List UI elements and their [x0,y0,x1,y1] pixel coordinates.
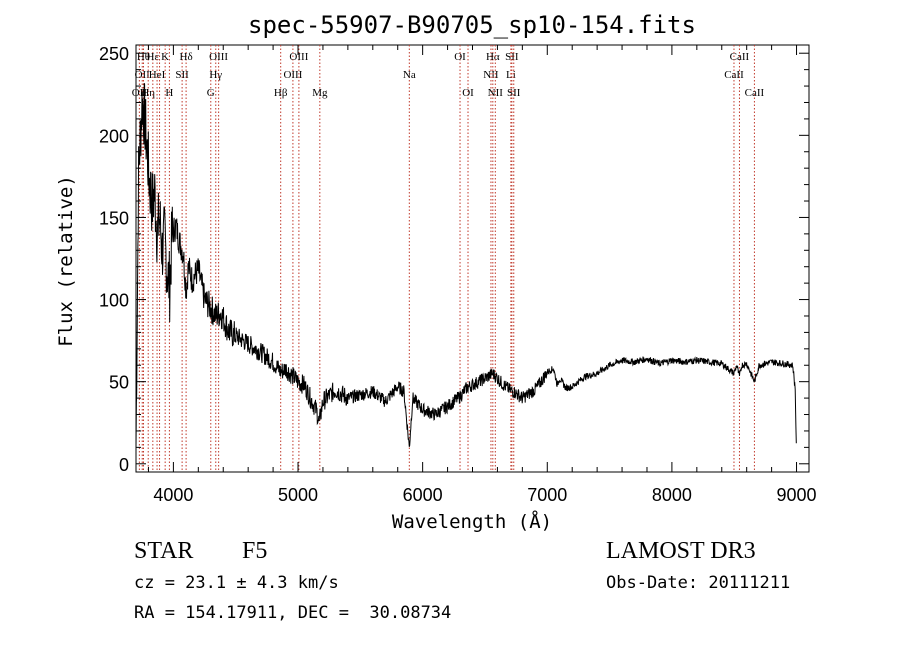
line-label: Mg [312,87,328,99]
y-tick-label: 0 [119,455,129,475]
line-label: Hα [486,51,500,63]
x-tick-label: 5000 [278,485,318,505]
line-label: CaII [724,69,744,81]
observation-date: Obs-Date: 20111211 [606,573,791,593]
line-label: OII [132,87,148,99]
y-tick-label: 200 [99,126,129,146]
line-label: CaII [730,51,750,63]
y-axis-label: Flux (relative) [55,175,77,347]
line-label: OI [462,87,474,99]
line-label: HeI [149,69,166,81]
chart-title: spec-55907-B90705_sp10-154.fits [248,11,696,39]
axis-ticks: 4000 5000 6000 7000 8000 9000 0 50 100 150 200 250 [99,44,817,505]
y-tick-label: 100 [99,291,129,311]
object-subclass: F5 [242,538,268,564]
x-axis-label: Wavelength (Å) [392,510,552,533]
object-class: STAR [134,538,194,564]
spectrum-series [135,82,797,449]
line-label: H [165,87,173,99]
line-label: Hβ [274,87,288,99]
spectrum-line [135,82,797,449]
redshift-velocity: cz = 23.1 ± 4.3 km/s [134,573,339,593]
line-label: G [207,87,215,99]
line-label: OIII [209,51,228,63]
x-tick-label: 4000 [153,485,193,505]
line-label: Hδ [180,51,193,63]
survey-name: LAMOST DR3 [606,538,756,564]
coordinates: RA = 154.17911, DEC = 30.08734 [134,603,452,623]
x-tick-label: 8000 [652,485,692,505]
line-label: NII [483,69,499,81]
line-label: OIII [289,51,308,63]
line-label: Li [506,69,516,81]
line-label: SII [505,51,519,63]
line-label: Hγ [209,69,222,81]
line-label: SII [175,69,189,81]
x-tick-label: 6000 [403,485,443,505]
x-tick-label: 9000 [777,485,817,505]
line-label: NII [488,87,504,99]
line-label: OI [454,51,466,63]
line-label: Na [403,69,416,81]
line-label: Hε [147,51,160,63]
line-label: K [161,51,169,63]
line-label: Hθ [137,51,150,63]
plot-frame [135,44,810,473]
line-label: Hη [141,87,155,99]
y-tick-label: 250 [99,44,129,64]
line-label: OIII [283,69,302,81]
line-label: SII [507,87,521,99]
line-label: CaII [745,87,765,99]
y-tick-label: 50 [109,373,129,393]
y-tick-label: 150 [99,208,129,228]
line-label: OII [135,69,151,81]
x-tick-label: 7000 [527,485,567,505]
